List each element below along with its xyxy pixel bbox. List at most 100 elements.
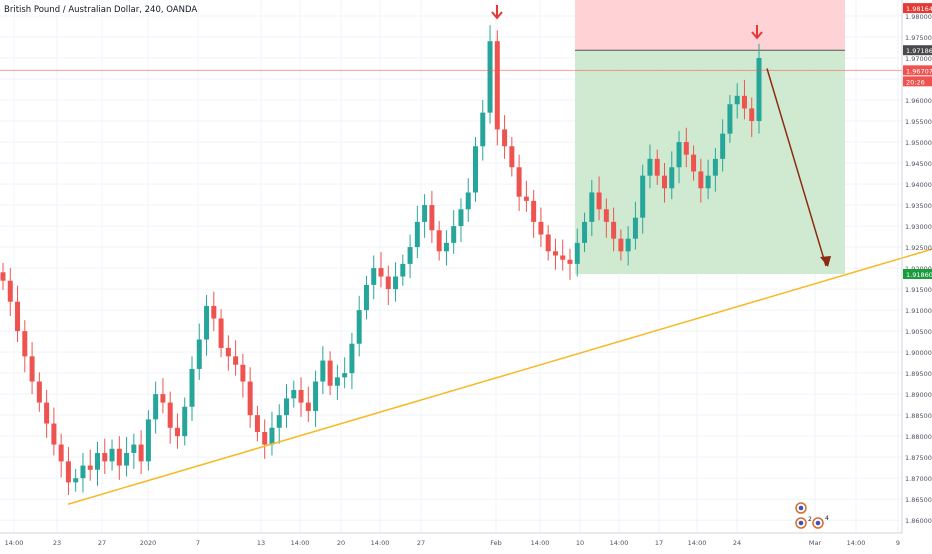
candle-body	[363, 284, 369, 311]
price-tick-label: 1.96000	[905, 97, 932, 105]
time-tick-label: 24	[733, 539, 741, 547]
entry-price-label: 1.97186	[906, 47, 932, 55]
price-tick-label: 1.89500	[905, 370, 932, 378]
candle-body	[73, 478, 79, 483]
price-tick-label: 1.90000	[905, 349, 932, 357]
candle-body	[276, 415, 282, 428]
candle-body	[0, 272, 6, 281]
candle-body	[65, 461, 71, 483]
time-tick-label: 14:00	[371, 539, 390, 547]
price-tick-label: 1.95000	[905, 139, 932, 147]
time-tick-label: 10	[576, 539, 584, 547]
time-tick-label: 13	[257, 539, 265, 547]
price-axis[interactable]: 1.980001.975001.970001.965001.960001.955…	[901, 0, 932, 533]
symbol-title: British Pound / Australian Dollar, 240, …	[4, 5, 198, 15]
candle-body	[87, 465, 93, 470]
candle-body	[7, 280, 13, 302]
candle-body	[676, 142, 682, 168]
candle-body	[102, 452, 108, 462]
candle-body	[196, 339, 202, 369]
candle-body	[603, 209, 609, 222]
flag-icon	[798, 505, 804, 511]
candle-body	[654, 158, 660, 176]
position-zones[interactable]	[575, 0, 845, 274]
projection-arrow[interactable]	[766, 68, 827, 267]
candle-body	[436, 230, 442, 252]
price-tick-label: 1.86500	[905, 496, 932, 504]
candle-body	[240, 364, 246, 382]
candle-body	[225, 347, 231, 357]
time-tick-label: 2020	[140, 539, 157, 547]
bar-countdown-label-bg	[903, 76, 932, 87]
candle-body	[712, 158, 718, 176]
candle-body	[313, 381, 319, 411]
candle-body	[182, 406, 188, 437]
candle-body	[567, 259, 573, 264]
candle-body	[254, 415, 260, 432]
candle-body	[80, 465, 86, 479]
stop-loss-zone[interactable]	[575, 0, 845, 51]
time-tick-label: 14:00	[5, 539, 24, 547]
candle-body	[145, 419, 151, 462]
peak-marker-arrow-icon	[751, 25, 763, 40]
candle-body	[131, 444, 137, 453]
candle-body	[247, 381, 253, 416]
candle-body	[647, 158, 653, 176]
price-tick-label: 1.90500	[905, 328, 932, 336]
grid-lines	[0, 0, 902, 533]
candle-body	[611, 221, 617, 239]
price-tick-label: 1.89000	[905, 391, 932, 399]
candle-body	[669, 167, 675, 189]
candle-body	[705, 175, 711, 189]
badge-count: 4	[825, 515, 829, 522]
candle-body	[116, 448, 122, 466]
time-tick-label: 14:00	[610, 539, 629, 547]
candle-body	[371, 268, 377, 285]
price-tick-label: 1.88500	[905, 412, 932, 420]
candle-body	[174, 427, 180, 437]
price-tick-label: 1.98000	[905, 13, 932, 21]
price-tick-label: 1.97500	[905, 34, 932, 42]
candle-body	[531, 200, 537, 222]
candle-body	[545, 234, 551, 252]
take-profit-zone[interactable]	[575, 50, 845, 274]
candle-body	[618, 238, 624, 252]
current-price-label: 1.96707	[906, 67, 932, 75]
candle-body	[269, 427, 275, 445]
candle-body	[662, 175, 667, 189]
candle-body	[632, 217, 638, 239]
candle-body	[44, 402, 50, 424]
price-tick-label: 1.88000	[905, 433, 932, 441]
candle-body	[58, 444, 64, 462]
candle-body	[393, 276, 399, 290]
candle-body	[429, 205, 435, 231]
candle-body	[574, 242, 580, 264]
candle-body	[509, 146, 515, 168]
candle-body	[327, 360, 333, 386]
drawings-group[interactable]	[0, 5, 932, 505]
candle-body	[109, 448, 115, 462]
flag-icon	[815, 520, 821, 526]
candle-body	[596, 192, 602, 210]
candle-body	[233, 356, 239, 365]
time-axis[interactable]: 14:00 23 27 2020 7 13 14:00 20 14:00 27 Feb 14:00 10…	[0, 532, 902, 547]
stop-price-label: 1.98164	[906, 5, 932, 13]
candle-body	[36, 381, 42, 403]
candle-body	[189, 368, 195, 407]
candle-body	[320, 360, 326, 382]
candle-body	[480, 112, 486, 147]
time-tick-label: 20	[337, 539, 345, 547]
candle-body	[400, 263, 406, 277]
time-tick-label: 27	[98, 539, 106, 547]
candle-body	[683, 142, 689, 155]
candle-body	[218, 318, 224, 348]
candle-body	[29, 356, 35, 382]
candle-body	[378, 268, 384, 277]
time-tick-label: 14:00	[847, 539, 866, 547]
candle-body	[625, 238, 631, 252]
time-tick-label: 14:00	[688, 539, 707, 547]
trend-line[interactable]	[67, 248, 932, 505]
